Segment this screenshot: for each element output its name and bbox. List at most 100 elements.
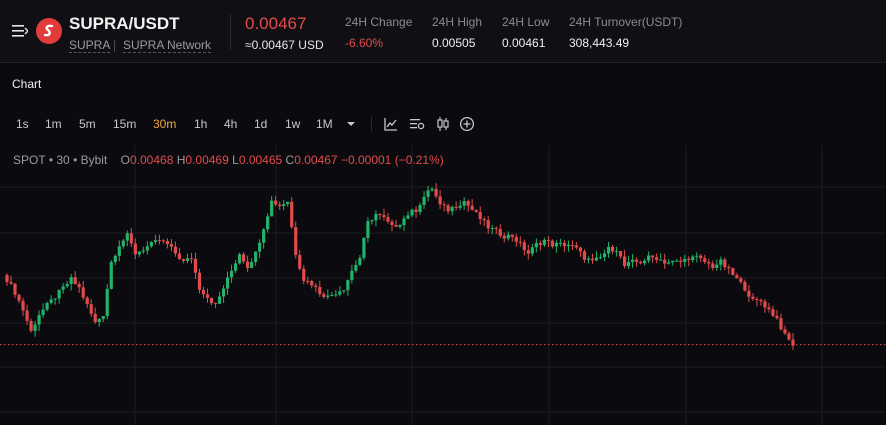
interval-1w[interactable]: 1w	[285, 117, 301, 131]
line-chart-icon[interactable]	[383, 116, 399, 132]
candle-body	[173, 246, 178, 254]
candle-body	[37, 315, 41, 325]
legend-bullet-2: •	[73, 153, 78, 167]
chart-toolbar: 1s 1m 5m 15m 30m 1h 4h 1d 1w 1M	[0, 110, 886, 138]
coin-logo	[36, 18, 62, 44]
candle-body	[779, 318, 783, 330]
candle-body	[302, 268, 306, 281]
candle-body	[771, 309, 775, 316]
candle-body	[675, 260, 679, 262]
candle-body	[606, 246, 611, 254]
candle-body	[707, 261, 711, 264]
candle-body	[181, 259, 186, 261]
candle-body	[679, 260, 683, 262]
candle-body	[622, 256, 627, 267]
candle-body	[93, 313, 97, 322]
candle-body	[578, 247, 583, 252]
legend-change-pct: (−0.21%)	[394, 153, 444, 167]
price-chart[interactable]	[0, 145, 886, 425]
candle-body	[149, 242, 153, 247]
candle-body	[671, 260, 675, 263]
candle-body	[358, 257, 362, 265]
legend-close: 0.00467	[294, 153, 338, 167]
interval-1h[interactable]: 1h	[194, 117, 208, 131]
candle-body	[526, 250, 530, 254]
candle-body	[221, 288, 226, 297]
candle-body	[715, 264, 719, 268]
base-asset-link[interactable]: SUPRA	[69, 38, 111, 53]
candle-body	[755, 298, 759, 300]
candle-body	[282, 204, 286, 207]
add-icon[interactable]	[459, 116, 475, 132]
candle-body	[602, 253, 607, 258]
candle-body	[534, 243, 538, 248]
candle-body	[65, 283, 69, 287]
chevron-down-icon[interactable]	[343, 116, 359, 132]
candle-body	[747, 290, 751, 297]
candle-body	[667, 262, 671, 264]
candle-body	[217, 296, 222, 304]
candle-body	[197, 272, 202, 290]
candle-body	[410, 209, 414, 216]
high-label: 24H High	[432, 15, 483, 29]
candle-body	[659, 259, 663, 261]
interval-15m[interactable]: 15m	[113, 117, 137, 131]
candle-body	[787, 333, 791, 340]
candle-body	[85, 297, 89, 305]
candle-body	[338, 291, 342, 295]
interval-30m[interactable]: 30m	[153, 117, 177, 131]
candle-body	[366, 221, 370, 238]
low-label: 24H Low	[502, 15, 550, 29]
interval-1m[interactable]: 1m	[45, 117, 62, 131]
candle-body	[237, 254, 242, 264]
legend-change: −0.00001	[340, 153, 392, 167]
candle-body	[618, 251, 623, 257]
candle-body	[398, 225, 402, 227]
interval-1M[interactable]: 1M	[316, 117, 333, 131]
candle-body	[506, 234, 510, 239]
candle-body	[73, 277, 77, 285]
candle-body	[731, 268, 735, 276]
candlestick-icon[interactable]	[435, 116, 451, 132]
candle-body	[177, 253, 182, 260]
candle-body	[290, 201, 294, 228]
pair-title[interactable]: SUPRA/USDT	[69, 14, 180, 33]
candle-body	[783, 329, 787, 334]
candle-body	[250, 261, 254, 269]
candle-body	[69, 277, 73, 284]
candle-body	[518, 241, 522, 243]
interval-4h[interactable]: 4h	[224, 117, 238, 131]
candle-body	[502, 235, 506, 239]
candle-body	[45, 302, 49, 310]
candle-body	[530, 247, 534, 254]
interval-1s[interactable]: 1s	[16, 117, 29, 131]
candle-body	[105, 288, 109, 317]
legend-open: 0.00468	[129, 153, 174, 167]
candle-body	[582, 251, 587, 260]
last-price: 0.00467	[245, 14, 307, 33]
candle-body	[494, 227, 498, 230]
candle-body	[165, 240, 170, 245]
candle-body	[414, 209, 418, 212]
candle-body	[49, 299, 53, 303]
candle-body	[590, 258, 595, 261]
network-link[interactable]: SUPRA Network	[123, 38, 212, 53]
turnover-label: 24H Turnover(USDT)	[569, 15, 683, 29]
menu-icon[interactable]	[12, 24, 28, 38]
interval-5m[interactable]: 5m	[79, 117, 96, 131]
interval-1d[interactable]: 1d	[254, 117, 268, 131]
candle-body	[626, 262, 631, 267]
candle-body	[542, 239, 546, 245]
candle-body	[711, 263, 715, 268]
turnover-value: 308,443.49	[569, 36, 630, 50]
candle-body	[466, 201, 470, 206]
candle-body	[33, 324, 37, 331]
legend-open-label: O	[120, 153, 130, 167]
candle-body	[610, 246, 615, 252]
indicator-settings-icon[interactable]	[409, 116, 425, 132]
candle-body	[129, 233, 133, 244]
candle-body	[442, 204, 446, 206]
candle-body	[486, 220, 490, 229]
candle-body	[598, 257, 603, 259]
candle-body	[161, 240, 165, 242]
